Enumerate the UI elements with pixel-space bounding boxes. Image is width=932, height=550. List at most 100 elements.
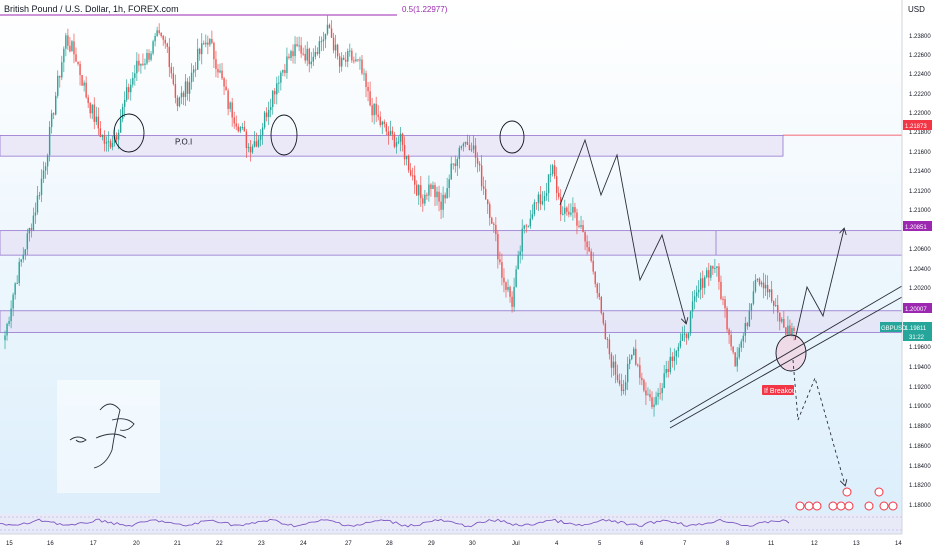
candle-body [328,24,331,29]
candle-body [150,53,152,60]
projection-path-2 [794,229,844,341]
price-label-text: 1.20851 [905,225,927,231]
candle-body [363,73,365,75]
candle-body [73,41,75,55]
candle-body [125,87,128,100]
candle-body [4,335,6,341]
price-tick-label: 1.19600 [909,345,931,351]
candle-body [65,35,67,49]
candle-body [278,82,280,84]
candle-body [578,225,580,227]
time-tick-label: Jul [512,541,520,547]
candle-body [764,284,767,289]
candle-body [606,338,609,340]
candle-body [217,68,219,73]
candle-body [529,218,532,227]
candle-body [734,352,736,367]
price-axis-bg [902,0,932,550]
candle-body [444,194,446,199]
candle-body [385,124,388,132]
candle-body [261,127,264,136]
price-label-text: 1.20007 [905,307,927,313]
candle-body [69,45,71,52]
candle-body [484,188,487,200]
candle-body [24,249,27,255]
supply-zone-1 [0,134,784,157]
candle-body [596,283,598,294]
candle-body [511,296,513,307]
zones-layer: P.O.I [0,134,903,333]
candle-body [164,39,166,44]
candle-body [211,38,213,43]
candle-body [265,112,268,118]
candle-body [482,186,485,189]
candle-body [306,48,308,61]
candle-body [71,41,73,52]
candle-body [744,323,747,336]
candle-body [312,56,315,62]
candle-body [30,227,33,231]
candle-body [55,95,57,115]
candle-body [464,141,467,144]
candle-body [728,329,730,335]
candle-body [332,37,335,51]
candle-body [590,251,592,261]
candle-body [710,266,712,278]
price-tick-label: 1.20600 [909,247,931,253]
candle-body [136,60,138,74]
candle-body [176,97,179,107]
candle-body [290,51,292,58]
breakout-badge [762,385,794,395]
candle-body [83,82,85,86]
candle-body [687,333,690,339]
candle-body [192,69,195,73]
candle-body [10,308,12,322]
candle-body [32,215,35,231]
price-tick-label: 1.21000 [909,208,931,214]
candle-body [338,56,341,67]
price-tick-label: 1.22600 [909,53,931,59]
candle-body [253,141,256,147]
candle-body [772,301,775,306]
event-icon [812,501,822,511]
event-icon [874,487,884,497]
candle-body [505,282,507,290]
candle-body [649,394,651,398]
candle-body [349,50,351,52]
time-tick-label: 11 [768,541,775,547]
candle-body [478,163,481,166]
candle-body [225,86,227,91]
candle-body [738,347,740,358]
candle-body [779,312,781,322]
time-tick-label: 20 [133,541,140,547]
event-icon [888,501,898,511]
candle-body [661,388,663,394]
candle-body [50,113,53,128]
price-axis[interactable]: 1.23800 1.22600 1.22400 1.22200 1.22000 1.218… [880,0,932,550]
time-tick-label: 27 [345,541,352,547]
candle-body [525,225,527,227]
candle-body [416,184,418,196]
candle-body [257,139,260,147]
candle-body [111,142,114,148]
time-axis[interactable]: 15 16 17 20 21 22 23 24 27 28 29 30 Jul 4 5 6 7 8 11 12 13 14 [0,533,932,550]
price-label-text: 1.21873 [905,124,927,130]
candle-body [704,277,706,288]
candle-body [213,42,215,60]
candle-body [361,59,363,74]
candle-body [612,361,615,368]
candle-body [411,175,414,177]
candle-body [655,396,657,405]
candle-body [128,87,130,93]
candle-body [507,287,509,290]
candle-body [468,144,471,151]
candle-body [624,382,627,390]
candle-body [602,313,605,324]
candle-body [562,213,564,215]
candle-body [154,35,156,42]
time-tick-label: 15 [6,541,13,547]
candle-body [101,135,104,138]
candle-body [446,188,448,199]
time-tick-label: 28 [386,541,393,547]
